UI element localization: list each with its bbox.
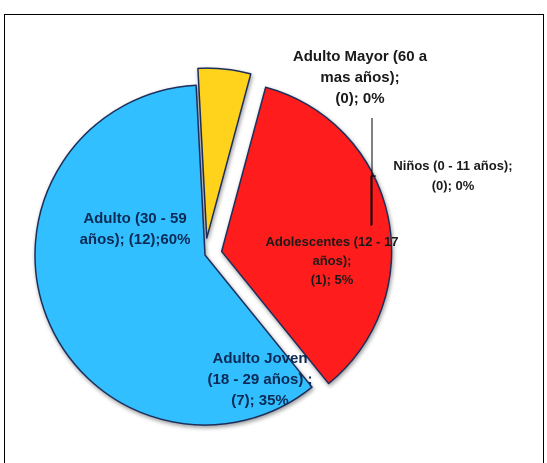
label-line: (0); 0% — [335, 90, 385, 107]
leader-line-ninos — [370, 175, 376, 226]
slice-label-adulto-joven: Adulto Joven (18 - 29 años) ; (7); 35% — [190, 348, 330, 411]
label-line: Niños (0 - 11 años); — [393, 158, 513, 173]
label-line: años); — [312, 253, 352, 268]
label-line: (0); 0% — [431, 178, 475, 193]
label-line: mas años); — [320, 69, 400, 86]
slice-label-ninos: Niños (0 - 11 años); (0); 0% — [378, 156, 528, 196]
label-line: Adulto Joven — [212, 350, 308, 367]
pie-slice-adulto-joven — [220, 86, 393, 385]
pie-slice-adulto — [34, 84, 313, 426]
slice-label-adulto-mayor: Adulto Mayor (60 a mas años); (0); 0% — [270, 46, 450, 109]
label-line: Adulto (30 - 59 — [83, 210, 187, 227]
slice-label-adolescentes: Adolescentes (12 - 17 años); (1); 5% — [262, 232, 402, 289]
label-line: (18 - 29 años) ; — [207, 371, 313, 388]
label-line: años); (12);60% — [79, 231, 191, 248]
label-line: (7); 35% — [231, 392, 289, 409]
label-line: Adulto Mayor (60 a — [292, 48, 428, 65]
slice-label-adulto: Adulto (30 - 59 años); (12);60% — [60, 208, 210, 250]
pie-slice-adolescentes — [197, 67, 252, 239]
label-line: (1); 5% — [310, 272, 354, 287]
label-line: Adolescentes (12 - 17 — [265, 234, 399, 249]
chart-frame — [4, 14, 544, 463]
